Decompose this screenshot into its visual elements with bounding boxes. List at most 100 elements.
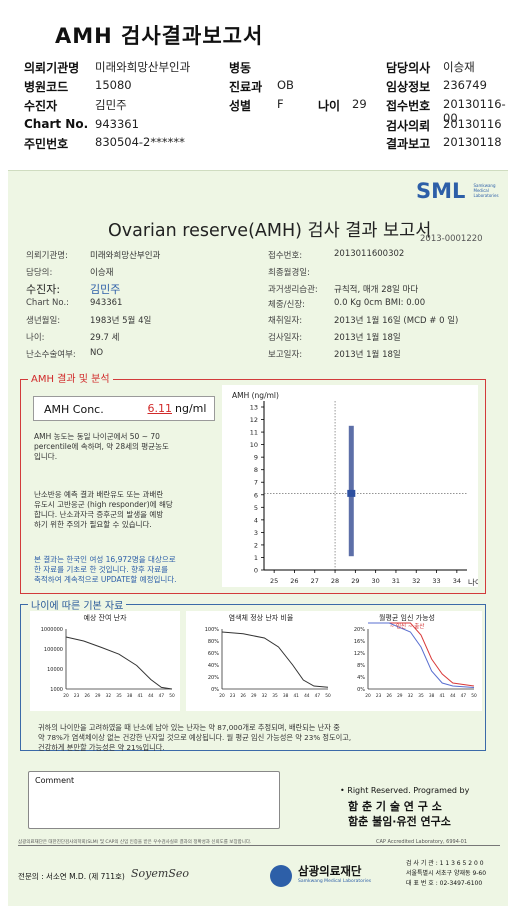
mini2-ytick-5: 0%	[211, 687, 219, 693]
left-info-value-2: 김민주	[90, 283, 121, 296]
doctor-name: 전문의 : 서소연 M.D. (제 711호)	[18, 872, 125, 881]
left-info-value-0: 미래와희망산부인과	[90, 251, 161, 261]
mini2-xtick-0: 20	[219, 693, 225, 699]
foundation-name: 삼광의료재단	[298, 864, 362, 878]
right-info-value-3: 0.0 Kg 0cm BMI: 0.00	[334, 298, 426, 308]
left-info-label-1: 담당의:	[26, 268, 53, 278]
mini1-xtick-4: 32	[106, 693, 112, 699]
report-number: 2013-0001220	[420, 234, 483, 244]
mini2-ytick-1: 80%	[208, 639, 219, 645]
x-tick-label-34: 34	[453, 577, 461, 585]
left-info-label-0: 의뢰기관명:	[26, 251, 68, 261]
foundation-name-en: Samkwang Medical Laboratories	[298, 879, 372, 884]
header-l1-4: 주민번호	[24, 137, 69, 151]
header-v1-2: 김민주	[95, 98, 127, 112]
mini2-xtick-6: 38	[283, 693, 289, 699]
x-tick-label-25: 25	[270, 577, 278, 585]
comment-label: Comment	[35, 776, 75, 785]
y-tick-label-1: 1	[254, 554, 258, 562]
cap-accreditation: CAP Accredited Laboratory, 6994-01	[376, 839, 468, 845]
contact-info: 검 사 기 관 : 1 1 3 6 5 2 0 0 서울특별시 서초구 양재동 …	[406, 860, 487, 887]
header-l4-0: 담당의사	[386, 61, 431, 75]
age-section-title: 나이에 따른 기본 자료	[28, 597, 127, 612]
header-l1-3: Chart No.	[24, 117, 89, 131]
mini1-xtick-7: 41	[137, 693, 143, 699]
mini3-ytick-0: 20%	[354, 627, 365, 633]
left-info-value-3: 943361	[90, 298, 123, 308]
mini-chart-3-panel: 월평균 임신 가능성 20% 16% 12% 8% 4% 0% 20 23 26 29 32 35 38 4…	[332, 611, 482, 711]
y-tick-label-8: 8	[254, 466, 258, 474]
mini3-xtick-1: 23	[376, 693, 382, 699]
amh-section-title: AMH 결과 및 분석	[28, 370, 113, 385]
header-v1-3: 943361	[95, 117, 139, 131]
amh-chart-panel: AMH (ng/ml) 0 1 2 3 4 5 6 7 8 9 10 11 12 13 25 26 27 28 29 3…	[222, 385, 482, 587]
left-info-label-5: 나이:	[26, 333, 45, 343]
header-v4-4: 20130118	[443, 135, 502, 149]
mini3-ytick-5: 0%	[357, 687, 365, 693]
report-sheet: SML Samkwang Medical Laboratories Ovaria…	[8, 170, 508, 906]
mini2-ytick-2: 60%	[208, 651, 219, 657]
mini3-ytick-2: 12%	[354, 651, 365, 657]
mini2-xtick-3: 29	[251, 693, 257, 699]
mini3-ytick-4: 4%	[357, 675, 365, 681]
left-info-label-2: 수진자:	[26, 283, 61, 296]
right-info-label-2: 과거생리습관:	[268, 285, 318, 295]
mini3-xtick-2: 26	[386, 693, 392, 699]
mini3-xtick-9: 47	[461, 693, 467, 699]
mini1-ytick-0: 1000000	[41, 627, 63, 633]
para1-line-2: 입니다.	[34, 452, 58, 461]
mini-chart-2-panel: 염색체 정상 난자 비율 100% 80% 60% 40% 20% 0% 20 23 26 29 32…	[186, 611, 336, 711]
para1-line-1: percentile에 속하며, 약 28세의 평균농도	[34, 442, 169, 451]
header-v1-4: 830504-2******	[95, 135, 185, 149]
mini1-ytick-1: 100000	[44, 647, 63, 653]
left-info-label-6: 난소수술여부:	[26, 350, 76, 360]
mini3-title: 월평균 임신 가능성	[379, 613, 435, 622]
mini3-series-0	[368, 622, 475, 687]
header-v4-0: 이승재	[443, 60, 475, 74]
age-data-section	[20, 604, 486, 751]
mini1-ytick-2: 10000	[47, 667, 63, 673]
left-info-value-6: NO	[90, 348, 104, 358]
para2-line-0: 난소반응 예측 결과 배란유도 또는 과배란	[34, 490, 164, 499]
mini3-ytick-3: 8%	[357, 663, 365, 669]
sml-logo: SML Samkwang Medical Laboratories	[416, 179, 499, 203]
x-tick-label-32: 32	[412, 577, 420, 585]
mini2-xtick-1: 23	[230, 693, 236, 699]
doctor-signature: SoyemSeo	[131, 867, 189, 880]
y-tick-label-0: 0	[254, 567, 258, 575]
x-axis-label: 나이	[468, 577, 478, 587]
mini3-legend: ~ 임신 ~ 출산	[390, 622, 425, 630]
x-tick-label-33: 33	[432, 577, 440, 585]
left-info-value-5: 29.7 세	[90, 333, 120, 343]
header-v2-2: F	[277, 97, 284, 111]
header-v1-0: 미래와희망산부인과	[95, 60, 191, 74]
para2-line-2: 합니다. 난소과자극 증후군의 발생을 예방	[34, 510, 164, 519]
header-l1-0: 의뢰기관명	[24, 61, 80, 75]
right-info-value-4: 2013년 1월 16일 (MCD # 0 일)	[334, 316, 459, 326]
mini3-xtick-4: 32	[408, 693, 414, 699]
bottom-text-line-0: 귀하의 나이만을 고려하였을 때 난소에 남아 있는 난자는 약 87,000개…	[38, 723, 340, 732]
mini3-xtick-6: 38	[429, 693, 435, 699]
left-info-label-4: 생년월일:	[26, 316, 61, 326]
left-info-value-1: 이승재	[90, 268, 114, 278]
header-l1-2: 수진자	[24, 99, 58, 113]
amh-value: 6.11	[147, 402, 173, 415]
mini2-xtick-8: 44	[304, 693, 310, 699]
mini3-xtick-0: 20	[365, 693, 371, 699]
mini3-xtick-3: 29	[397, 693, 403, 699]
mini2-ytick-4: 20%	[208, 675, 219, 681]
y-tick-label-12: 12	[250, 416, 258, 424]
mini1-xtick-9: 47	[159, 693, 165, 699]
footer-note: 삼광의료재단은 대한진단검사의학회(SLM) 및 CAP의 신임 인증을 받은 …	[18, 840, 252, 845]
x-tick-label-28: 28	[331, 577, 339, 585]
normal-chromosome-chart: 염색체 정상 난자 비율 100% 80% 60% 40% 20% 0%20 23 26 29 32…	[205, 613, 331, 699]
header-l3-2: 나이	[318, 99, 341, 113]
x-tick-label-27: 27	[311, 577, 319, 585]
amh-result-section	[20, 379, 486, 594]
mini2-xtick-10: 50	[325, 693, 331, 699]
mini2-xtick-9: 47	[315, 693, 321, 699]
para3-line-1: 한 자료를 기초로 한 것입니다. 향후 자료를	[34, 565, 168, 574]
header-l4-4: 결과보고	[386, 137, 431, 151]
mini1-xtick-0: 20	[63, 693, 69, 699]
